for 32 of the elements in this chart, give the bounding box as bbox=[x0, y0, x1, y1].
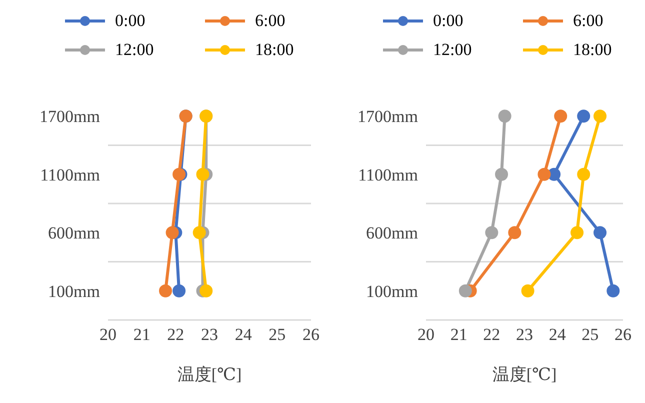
y-tick-label: 100mm bbox=[366, 282, 418, 301]
legend-label: 6:00 bbox=[255, 10, 286, 31]
x-tick-label: 21 bbox=[450, 325, 468, 344]
x-tick-label: 25 bbox=[582, 325, 599, 344]
x-tick-label: 24 bbox=[234, 325, 252, 344]
y-tick-label: 1100mm bbox=[358, 165, 418, 184]
x-axis-title: 温度[℃] bbox=[492, 365, 557, 384]
x-tick-label: 25 bbox=[268, 325, 286, 344]
legend-label: 6:00 bbox=[573, 10, 604, 31]
x-tick-label: 20 bbox=[418, 325, 434, 344]
x-tick-label: 26 bbox=[614, 325, 632, 344]
y-tick-label: 1700mm bbox=[358, 107, 418, 126]
legend-label: 12:00 bbox=[433, 40, 472, 60]
y-tick-label: 600mm bbox=[48, 224, 100, 243]
x-tick-label: 23 bbox=[516, 325, 533, 344]
y-tick-label: 1700mm bbox=[40, 107, 100, 126]
legend-label: 12:00 bbox=[115, 40, 154, 60]
x-tick-label: 23 bbox=[201, 325, 218, 344]
x-tick-label: 22 bbox=[167, 325, 184, 344]
y-tick-label: 600mm bbox=[366, 224, 418, 243]
x-tick-label: 20 bbox=[100, 325, 116, 344]
x-tick-label: 21 bbox=[133, 325, 150, 344]
legend-label: 0:00 bbox=[433, 10, 464, 31]
x-tick-label: 24 bbox=[548, 325, 566, 344]
x-tick-label: 26 bbox=[302, 325, 320, 344]
legend-label: 18:00 bbox=[573, 40, 612, 60]
y-tick-label: 100mm bbox=[48, 282, 100, 301]
x-tick-label: 22 bbox=[483, 325, 500, 344]
y-tick-label: 1100mm bbox=[40, 165, 100, 184]
x-axis-title: 温度[℃] bbox=[177, 365, 242, 384]
legend-label: 18:00 bbox=[255, 40, 294, 60]
legend-label: 0:00 bbox=[115, 10, 146, 31]
